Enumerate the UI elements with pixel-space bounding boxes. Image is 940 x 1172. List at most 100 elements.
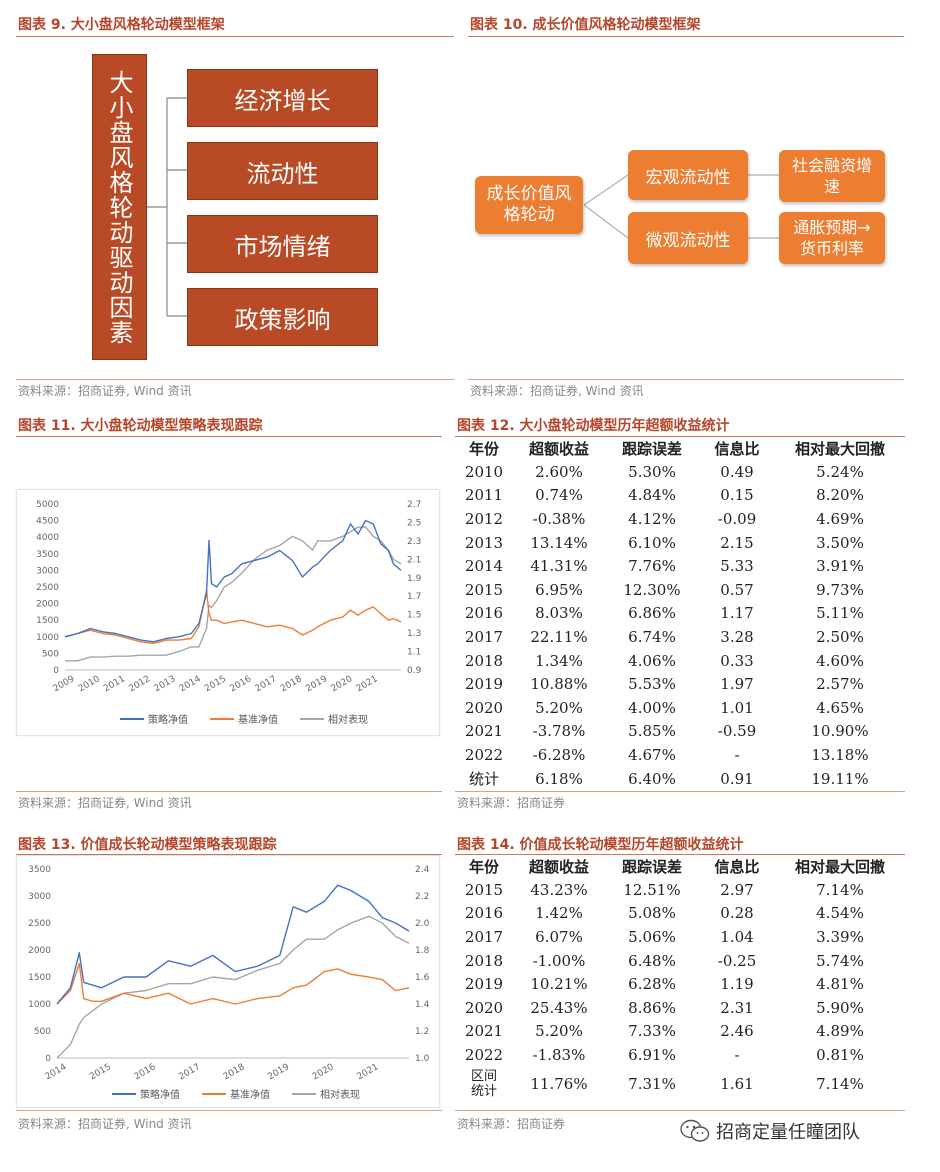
fig10-leaf-social-financing: 社会融资增速	[779, 150, 885, 202]
table-cell: 2020	[464, 698, 504, 717]
series-line-2	[65, 526, 402, 662]
legend-label: 相对表现	[320, 1088, 360, 1101]
table-cell: 5.74%	[816, 951, 864, 970]
table-header-cell: 信息比	[714, 858, 760, 876]
x-tick-label: 2014	[44, 1062, 69, 1082]
fig10-leaf-inflation-rate: 通胀预期→货币利率	[779, 212, 885, 264]
table-cell: 5.11%	[816, 604, 864, 623]
x-tick-label: 2013	[153, 674, 178, 694]
x-tick-label: 2019	[266, 1062, 291, 1082]
table-cell: 4.89%	[816, 1022, 864, 1041]
table-cell: 1.42%	[535, 904, 583, 923]
table-cell: 0.49	[720, 462, 754, 481]
table-cell: 12.51%	[623, 880, 681, 899]
fig10-connectors	[583, 174, 780, 239]
legend-label: 策略净值	[140, 1088, 180, 1101]
table-cell: 19.11%	[811, 769, 869, 788]
table-cell: 2022	[464, 745, 504, 764]
fig10-title: 图表 10. 成长价值风格轮动模型框架	[470, 17, 701, 33]
table-cell: 2018	[464, 651, 504, 670]
divider	[468, 379, 904, 380]
y-left-tick-label: 0	[45, 1054, 51, 1064]
table-row: 2018 1.34% 4.06% 0.33 4.60%	[455, 649, 905, 673]
table-cell: -0.38%	[532, 509, 586, 528]
table-cell: 4.67%	[628, 745, 676, 764]
fig9-bracket	[147, 97, 189, 317]
legend-label: 基准净值	[238, 713, 278, 726]
table-cell: -0.09	[717, 509, 757, 528]
legend-label: 策略净值	[148, 713, 188, 726]
fig9-source: 资料来源：招商证券, Wind 资讯	[18, 384, 192, 398]
table-row: 2021 -3.78% 5.85% -0.59 10.90%	[455, 720, 905, 744]
table-cell: 2.57%	[816, 675, 864, 694]
y-left-tick-label: 500	[42, 649, 59, 659]
x-tick-label: 2009	[52, 674, 77, 694]
table-cell: 5.53%	[628, 675, 676, 694]
y-left-tick-label: 1500	[28, 973, 51, 983]
legend-label: 相对表现	[328, 713, 368, 726]
y-left-tick-label: 500	[34, 1027, 51, 1037]
x-tick-label: 2020	[311, 1062, 336, 1082]
table-cell: 7.33%	[628, 1022, 676, 1041]
y-left-tick-label: 2000	[36, 600, 59, 610]
table-cell: 2010	[464, 462, 504, 481]
table-cell: 4.60%	[816, 651, 864, 670]
legend-label: 基准净值	[230, 1088, 270, 1101]
table-cell: 0.57	[720, 580, 754, 599]
divider	[16, 36, 454, 37]
table-cell: 6.28%	[628, 975, 676, 994]
table-cell: 4.12%	[628, 509, 676, 528]
table-cell: 5.85%	[628, 722, 676, 741]
fig14-table-body: 2015 43.23% 12.51% 2.97 7.14% 2016 1.42% 5.08% 0…	[455, 878, 905, 1101]
y-left-tick-label: 4500	[36, 517, 59, 527]
table-cell: 1.19	[720, 975, 754, 994]
table-cell: 7.76%	[628, 557, 676, 576]
table-row: 2012 -0.38% 4.12% -0.09 4.69%	[455, 507, 905, 531]
table-cell: 11.76%	[530, 1074, 588, 1093]
table-cell: 7.14%	[816, 1074, 864, 1093]
y-left-tick-label: 3000	[36, 566, 59, 576]
fig9-title: 图表 9. 大小盘风格轮动模型框架	[18, 17, 225, 33]
x-tick-label: 2016	[228, 674, 253, 694]
table-cell: -3.78%	[532, 722, 586, 741]
table-cell: 5.20%	[535, 698, 583, 717]
x-tick-label: 2020	[329, 674, 354, 694]
table-cell: -	[734, 1045, 740, 1064]
fig13-title: 图表 13. 价值成长轮动模型策略表现跟踪	[18, 837, 277, 853]
table-header-row: 年份 超额收益 跟踪误差 信息比 相对最大回撤	[455, 855, 905, 878]
table-cell: 6.95%	[535, 580, 583, 599]
table-cell: -0.25	[717, 951, 757, 970]
table-cell: 0.81%	[816, 1045, 864, 1064]
fig14-source: 资料来源：招商证券	[457, 1117, 566, 1131]
table-row: 2020 5.20% 4.00% 1.01 4.65%	[455, 696, 905, 720]
fig9-vertical-label: 大小盘风格轮动驱动因素	[92, 54, 147, 360]
y-right-tick-label: 0.9	[407, 666, 422, 676]
table-cell: 4.84%	[628, 486, 676, 505]
y-right-tick-label: 2.3	[407, 537, 421, 547]
table-cell: 6.07%	[535, 927, 583, 946]
table-cell: 5.30%	[628, 462, 676, 481]
table-cell: 2021	[464, 1022, 504, 1041]
table-cell: -6.28%	[532, 745, 586, 764]
table-cell: 2017	[464, 927, 504, 946]
fig13-source: 资料来源：招商证券, Wind 资讯	[18, 1117, 192, 1131]
x-tick-label: 2021	[355, 674, 380, 694]
table-cell: -1.00%	[532, 951, 586, 970]
table-cell: 2012	[464, 509, 504, 528]
y-left-tick-label: 0	[53, 666, 59, 676]
y-right-tick-label: 2.5	[407, 518, 421, 528]
fig9-factor-sentiment: 市场情绪	[187, 215, 378, 273]
fig10-root: 成长价值风格轮动	[475, 176, 583, 234]
watermark: 招商定量任瞳团队	[680, 1118, 860, 1144]
y-right-tick-label: 1.1	[407, 648, 421, 658]
fig11-title: 图表 11. 大小盘轮动模型策略表现跟踪	[18, 418, 263, 434]
table-header-cell: 年份	[468, 440, 499, 458]
table-cell: 0.91	[720, 769, 754, 788]
table-cell: 8.86%	[628, 998, 676, 1017]
table-row: 2010 2.60% 5.30% 0.49 5.24%	[455, 460, 905, 484]
x-tick-label: 2011	[102, 674, 127, 694]
table-cell: 6.74%	[628, 627, 676, 646]
y-left-tick-label: 5000	[36, 500, 59, 510]
table-row: 2022 -6.28% 4.67% - 13.18%	[455, 743, 905, 767]
wechat-icon	[680, 1119, 710, 1142]
